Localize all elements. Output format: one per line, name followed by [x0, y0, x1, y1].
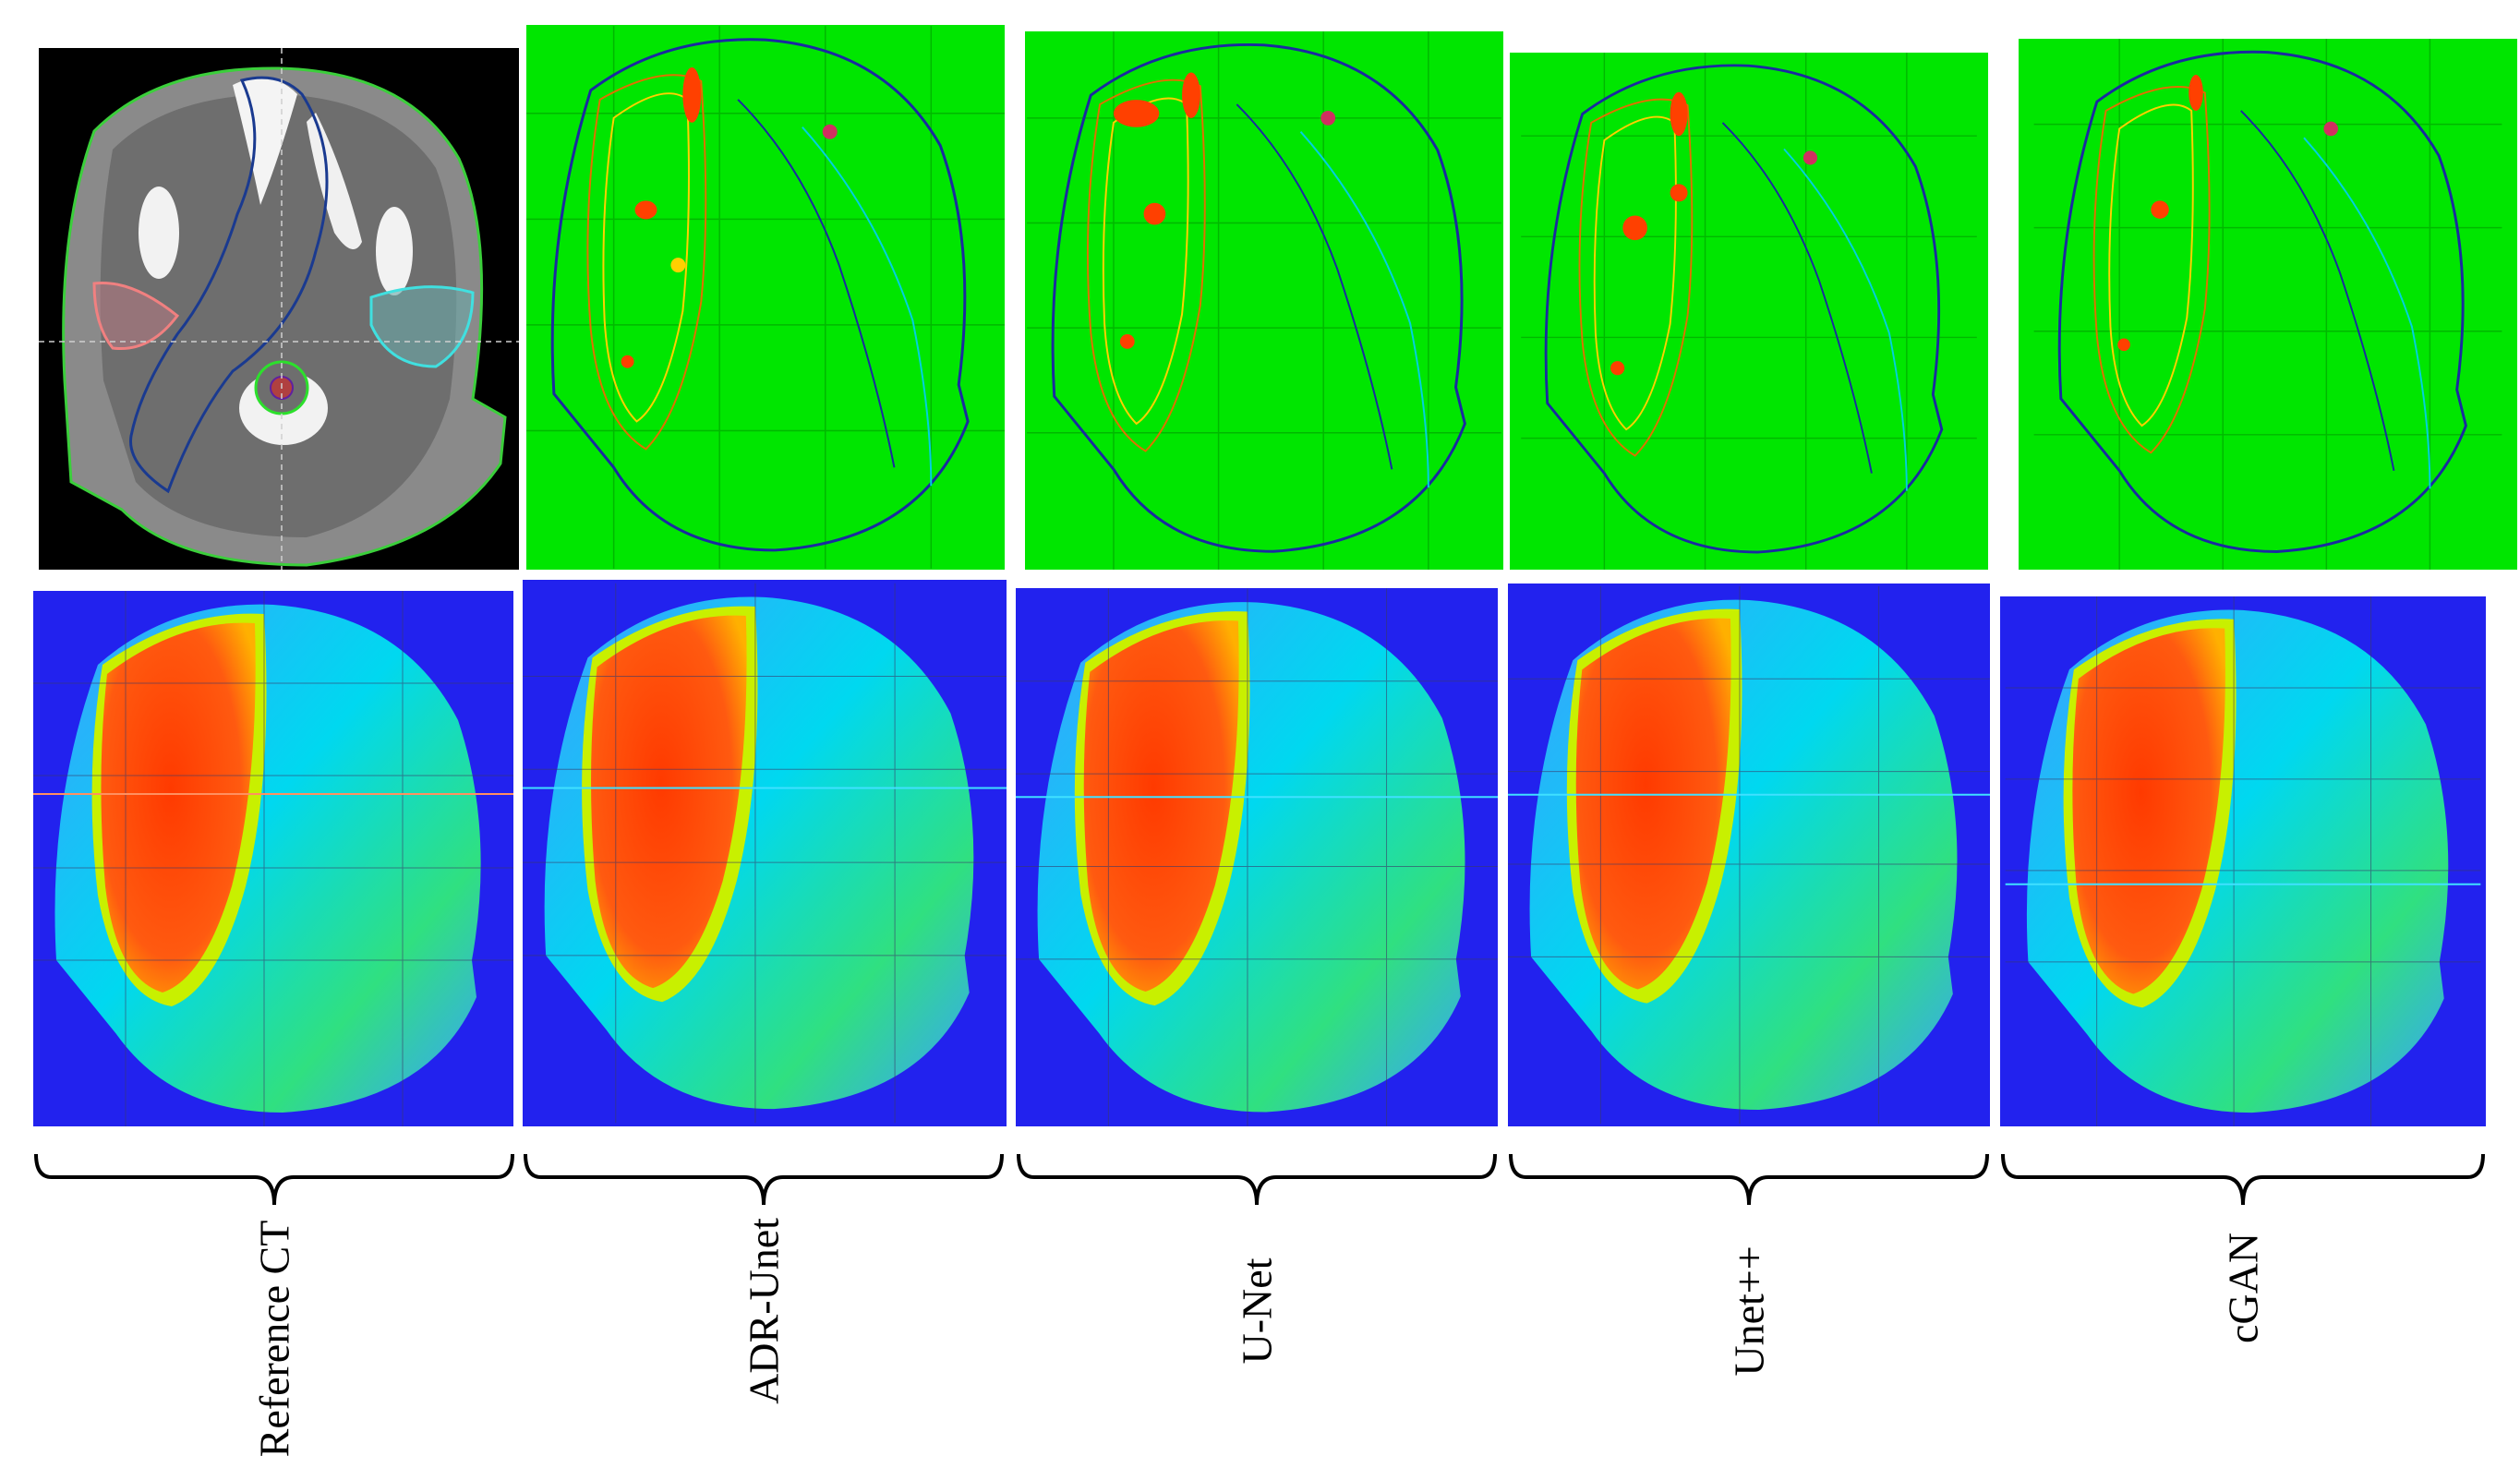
unet-isodose-map: [1025, 31, 1503, 570]
reference-ct-dose-map: [33, 591, 513, 1126]
cgan-isodose-map: [2019, 39, 2517, 570]
brace-adr-unet: [524, 1153, 1004, 1206]
dose-svg: [33, 591, 513, 1126]
isodose-svg: [2033, 39, 2502, 570]
column-label-reference-ct: Reference CT: [250, 1220, 298, 1458]
unet-dose-map: [1016, 588, 1498, 1126]
column-label-unetpp: Unet++: [1725, 1245, 1773, 1377]
isodose-svg: [1027, 31, 1501, 570]
dose-svg: [2005, 596, 2481, 1126]
dose-svg: [1508, 585, 1990, 1125]
unetpp-isodose-map: [1510, 53, 1988, 570]
brace-cgan: [2001, 1153, 2485, 1206]
column-label-adr-unet: ADR-Unet: [740, 1218, 788, 1404]
brace-unetpp: [1509, 1153, 1989, 1206]
cgan-dose-map: [2000, 596, 2486, 1126]
dose-svg: [523, 583, 1007, 1124]
isodose-svg: [1521, 53, 1977, 570]
unetpp-dose-map: [1508, 584, 1990, 1126]
reference-ct-image: [39, 48, 519, 570]
column-label-unet: U-Net: [1233, 1257, 1281, 1365]
ct-slice-svg: [39, 48, 519, 570]
dose-svg: [1016, 588, 1498, 1126]
brace-reference-ct: [34, 1153, 514, 1206]
brace-unet: [1017, 1153, 1497, 1206]
isodose-svg: [526, 26, 1005, 569]
adr-unet-isodose-map: [526, 25, 1005, 570]
adr-unet-dose-map: [523, 580, 1007, 1126]
column-label-cgan: cGAN: [2219, 1232, 2267, 1344]
